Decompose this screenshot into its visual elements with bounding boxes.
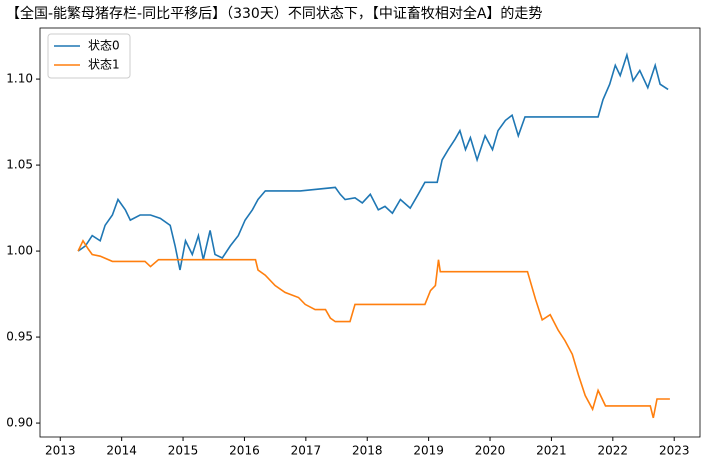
x-tick-label: 2019 (413, 444, 444, 458)
x-tick-label: 2023 (659, 444, 690, 458)
x-tick-label: 2014 (106, 444, 137, 458)
y-tick-label: 1.10 (6, 72, 33, 86)
legend-label: 状态0 (88, 39, 120, 53)
x-tick-label: 2022 (598, 444, 629, 458)
y-tick-label: 0.95 (6, 330, 33, 344)
y-tick-label: 1.05 (6, 158, 33, 172)
line (77, 239, 670, 419)
x-tick-label: 2016 (229, 444, 260, 458)
legend-label: 状态1 (88, 58, 120, 72)
y-tick-label: 0.90 (6, 416, 33, 430)
x-tick-label: 2020 (475, 444, 506, 458)
line (77, 52, 669, 271)
x-tick-label: 2017 (291, 444, 322, 458)
x-tick-label: 2015 (168, 444, 199, 458)
y-tick-label: 1.00 (6, 244, 33, 258)
x-tick-label: 2018 (352, 444, 383, 458)
legend-box (47, 33, 131, 79)
chart-title: 【全国-能繁母猪存栏-同比平移后】（330天）不同状态下，【中证畜牧相对全A】的… (6, 5, 542, 22)
x-tick-label: 2013 (45, 444, 76, 458)
axes-frame (39, 27, 701, 438)
x-tick-label: 2021 (536, 444, 567, 458)
